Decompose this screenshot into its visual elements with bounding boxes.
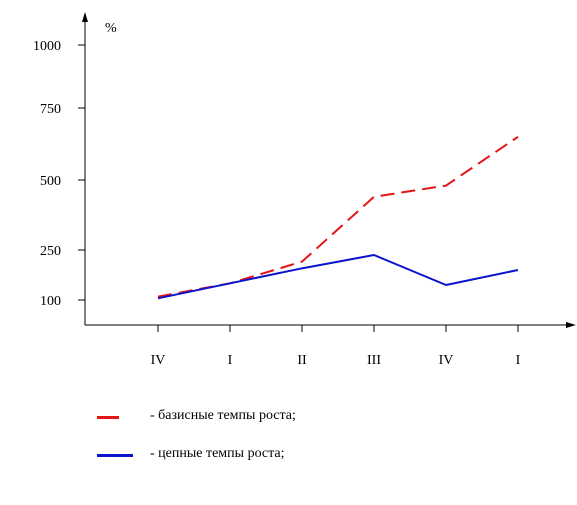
x-tick-label: IV (439, 353, 454, 368)
x-tick-label: I (516, 353, 521, 368)
y-tick-label: 750 (40, 102, 61, 117)
y-axis (82, 12, 88, 325)
legend-swatch-chain (97, 454, 133, 457)
y-tick-label: 100 (40, 294, 61, 309)
legend-swatch-basic (97, 416, 119, 419)
series-line-chain (157, 254, 519, 300)
x-ticks: IV I II III IV I (151, 325, 521, 368)
x-axis (85, 322, 576, 328)
legend-label-chain: - цепные темпы роста; (150, 446, 285, 461)
y-ticks: 100 250 500 750 1000 (33, 39, 85, 309)
x-tick-label: I (228, 353, 233, 368)
x-tick-label: II (297, 353, 307, 368)
x-tick-label: IV (151, 353, 166, 368)
x-tick-label: III (367, 353, 381, 368)
legend-item-chain: - цепные темпы роста; (0, 446, 577, 466)
y-tick-label: 250 (40, 244, 61, 259)
y-tick-label: 1000 (33, 39, 61, 54)
series-line-basic (157, 135, 519, 298)
legend-item-basic: - базисные темпы роста; (0, 408, 577, 428)
y-tick-label: 500 (40, 174, 61, 189)
y-axis-unit-label: % (105, 21, 117, 36)
series-layer (157, 135, 519, 300)
legend-label-basic: - базисные темпы роста; (150, 408, 296, 423)
